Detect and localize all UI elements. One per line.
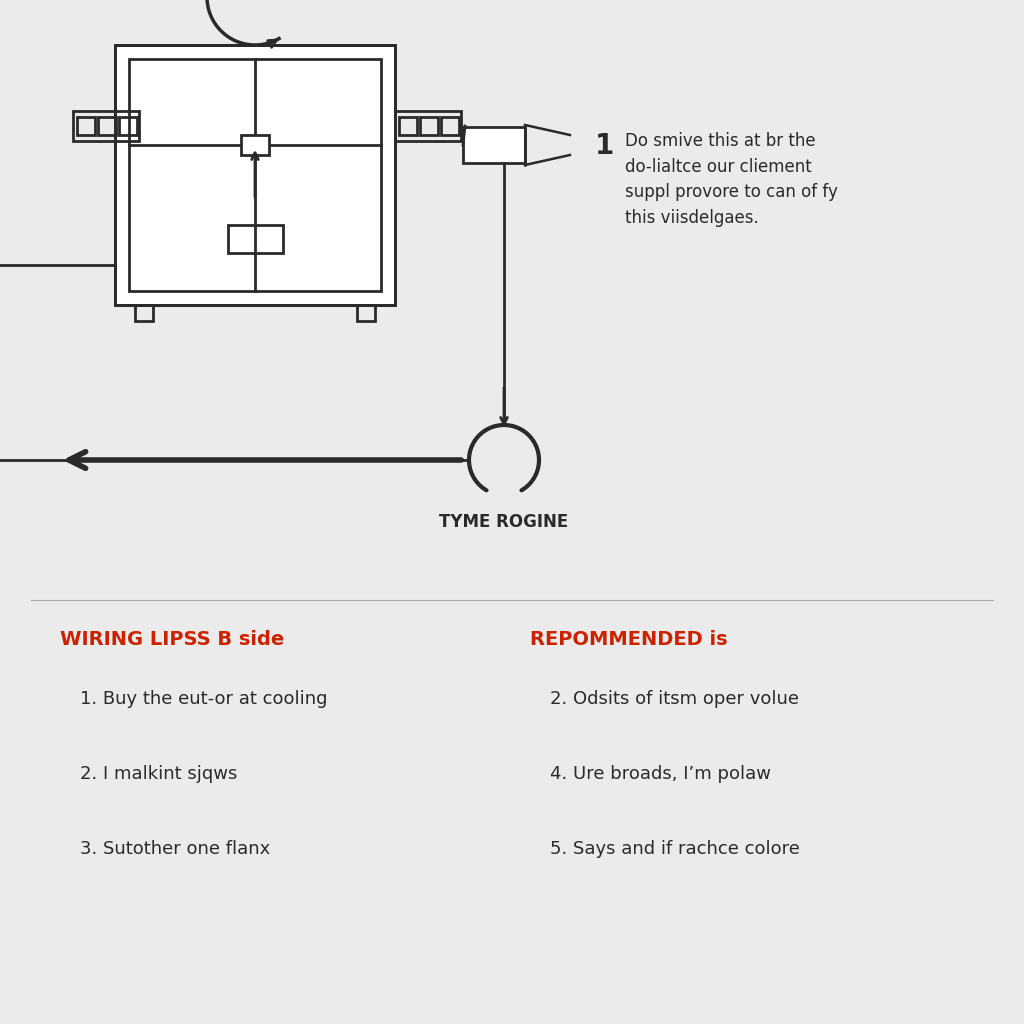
Bar bbox=[115, 45, 395, 305]
Text: 1. Buy the eut-or at cooling: 1. Buy the eut-or at cooling bbox=[80, 690, 328, 708]
Bar bbox=[395, 111, 461, 141]
Bar bbox=[241, 135, 269, 155]
Text: 1: 1 bbox=[595, 132, 614, 160]
Bar bbox=[228, 225, 283, 253]
Bar bbox=[98, 117, 116, 135]
Text: 2. Odsits of itsm oper volue: 2. Odsits of itsm oper volue bbox=[550, 690, 799, 708]
Bar bbox=[77, 117, 95, 135]
Text: 3. Sutother one flanx: 3. Sutother one flanx bbox=[80, 840, 270, 858]
Bar bbox=[441, 117, 459, 135]
Text: TYME ROGINE: TYME ROGINE bbox=[439, 513, 568, 531]
Bar bbox=[135, 305, 153, 321]
Text: WIRING LIPSS B side: WIRING LIPSS B side bbox=[60, 630, 285, 649]
Text: 4. Ure broads, I’m polaw: 4. Ure broads, I’m polaw bbox=[550, 765, 771, 783]
Bar bbox=[399, 117, 417, 135]
Bar bbox=[357, 305, 375, 321]
Text: 5. Says and if rachce colore: 5. Says and if rachce colore bbox=[550, 840, 800, 858]
Bar bbox=[73, 111, 139, 141]
Bar bbox=[420, 117, 438, 135]
Text: 2. I malkint sjqws: 2. I malkint sjqws bbox=[80, 765, 238, 783]
Text: Do smive this at br the
do-lialtce our cliement
suppl provore to can of fy
this : Do smive this at br the do-lialtce our c… bbox=[625, 132, 838, 227]
Text: REPOMMENDED is: REPOMMENDED is bbox=[530, 630, 728, 649]
Bar bbox=[119, 117, 137, 135]
Bar bbox=[463, 127, 525, 163]
Bar bbox=[115, 45, 395, 305]
Bar bbox=[129, 59, 381, 291]
